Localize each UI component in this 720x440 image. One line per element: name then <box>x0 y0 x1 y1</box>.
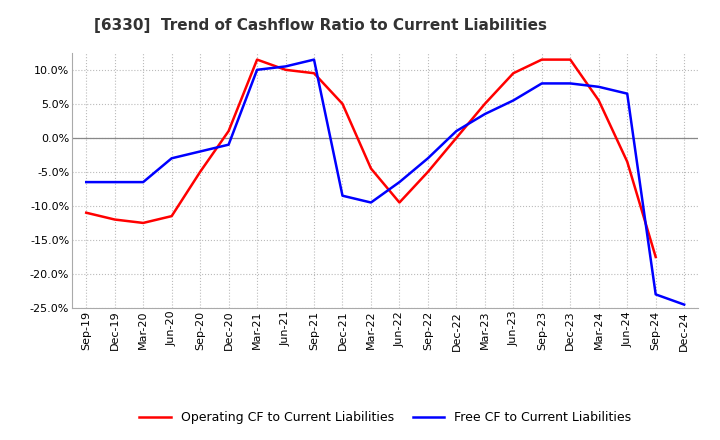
Operating CF to Current Liabilities <box>139 220 148 226</box>
Operating CF to Current Liabilities <box>652 254 660 260</box>
Free CF to Current Liabilities <box>509 98 518 103</box>
Operating CF to Current Liabilities <box>395 200 404 205</box>
Operating CF to Current Liabilities <box>338 101 347 106</box>
Operating CF to Current Liabilities <box>566 57 575 62</box>
Operating CF to Current Liabilities <box>366 166 375 171</box>
Free CF to Current Liabilities <box>282 64 290 69</box>
Free CF to Current Liabilities <box>680 302 688 307</box>
Free CF to Current Liabilities <box>395 180 404 185</box>
Line: Operating CF to Current Liabilities: Operating CF to Current Liabilities <box>86 59 656 257</box>
Operating CF to Current Liabilities <box>82 210 91 215</box>
Free CF to Current Liabilities <box>196 149 204 154</box>
Operating CF to Current Liabilities <box>167 213 176 219</box>
Operating CF to Current Liabilities <box>196 169 204 175</box>
Free CF to Current Liabilities <box>338 193 347 198</box>
Free CF to Current Liabilities <box>82 180 91 185</box>
Free CF to Current Liabilities <box>423 156 432 161</box>
Operating CF to Current Liabilities <box>253 57 261 62</box>
Operating CF to Current Liabilities <box>452 135 461 140</box>
Operating CF to Current Liabilities <box>623 159 631 164</box>
Free CF to Current Liabilities <box>623 91 631 96</box>
Operating CF to Current Liabilities <box>537 57 546 62</box>
Free CF to Current Liabilities <box>366 200 375 205</box>
Line: Free CF to Current Liabilities: Free CF to Current Liabilities <box>86 59 684 304</box>
Free CF to Current Liabilities <box>452 128 461 134</box>
Free CF to Current Liabilities <box>225 142 233 147</box>
Free CF to Current Liabilities <box>480 111 489 117</box>
Operating CF to Current Liabilities <box>282 67 290 73</box>
Operating CF to Current Liabilities <box>595 98 603 103</box>
Legend: Operating CF to Current Liabilities, Free CF to Current Liabilities: Operating CF to Current Liabilities, Fre… <box>135 407 636 429</box>
Operating CF to Current Liabilities <box>509 70 518 76</box>
Free CF to Current Liabilities <box>595 84 603 89</box>
Free CF to Current Liabilities <box>310 57 318 62</box>
Free CF to Current Liabilities <box>566 81 575 86</box>
Operating CF to Current Liabilities <box>225 128 233 134</box>
Operating CF to Current Liabilities <box>110 217 119 222</box>
Free CF to Current Liabilities <box>110 180 119 185</box>
Free CF to Current Liabilities <box>253 67 261 73</box>
Free CF to Current Liabilities <box>167 156 176 161</box>
Free CF to Current Liabilities <box>139 180 148 185</box>
Operating CF to Current Liabilities <box>423 169 432 175</box>
Text: [6330]  Trend of Cashflow Ratio to Current Liabilities: [6330] Trend of Cashflow Ratio to Curren… <box>94 18 546 33</box>
Operating CF to Current Liabilities <box>480 101 489 106</box>
Free CF to Current Liabilities <box>537 81 546 86</box>
Operating CF to Current Liabilities <box>310 70 318 76</box>
Free CF to Current Liabilities <box>652 292 660 297</box>
